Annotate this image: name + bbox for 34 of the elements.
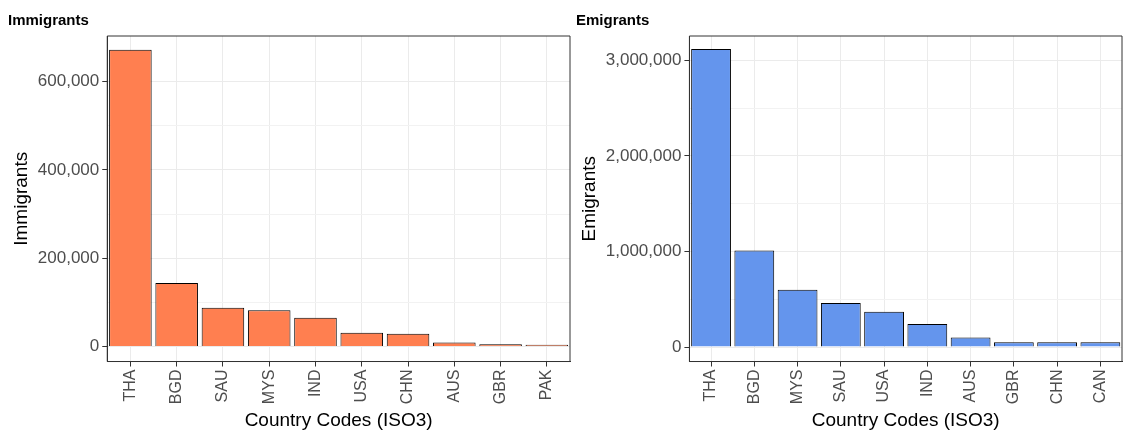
chart-title: Immigrants xyxy=(8,11,89,29)
y-tick-label: 600,000 xyxy=(37,71,100,91)
chart-title: Emigrants xyxy=(576,11,650,29)
x-tick-label: BGD xyxy=(744,369,762,405)
x-tick-label: AUS xyxy=(961,369,979,403)
x-tick-label: BGD xyxy=(167,369,185,405)
y-axis-title: Emigrants xyxy=(577,156,599,242)
x-tick-label: SAU xyxy=(831,369,849,403)
x-tick-label: IND xyxy=(305,369,323,398)
x-tick-label: MYS xyxy=(787,369,805,405)
x-tick-label: AUS xyxy=(444,369,462,403)
x-tick-label: THA xyxy=(701,369,719,402)
x-tick-label: PAK xyxy=(537,369,555,401)
x-tick-label: THA xyxy=(120,369,138,402)
x-tick-label: MYS xyxy=(259,369,277,405)
x-tick-label: GBR xyxy=(490,369,508,405)
y-axis-title: Immigrants xyxy=(9,151,31,246)
x-tick-label: CHN xyxy=(398,369,416,405)
x-tick-label: USA xyxy=(874,369,892,403)
y-tick-label: 200,000 xyxy=(37,247,100,267)
y-tick-label: 0 xyxy=(671,336,682,356)
x-tick-label: USA xyxy=(352,369,370,403)
y-tick-label: 3,000,000 xyxy=(605,50,682,70)
y-tick-label: 2,000,000 xyxy=(605,145,682,165)
x-tick-label: IND xyxy=(917,369,935,398)
y-tick-label: 1,000,000 xyxy=(605,241,682,261)
x-axis-title: Country Codes (ISO3) xyxy=(244,408,433,430)
x-tick-label: CHN xyxy=(1047,369,1065,405)
x-axis-title: Country Codes (ISO3) xyxy=(811,408,1000,430)
y-tick-label: 400,000 xyxy=(37,159,100,179)
x-tick-label: SAU xyxy=(213,369,231,403)
x-tick-label: GBR xyxy=(1004,369,1022,405)
y-tick-label: 0 xyxy=(89,336,100,356)
x-tick-label: CAN xyxy=(1090,369,1108,404)
